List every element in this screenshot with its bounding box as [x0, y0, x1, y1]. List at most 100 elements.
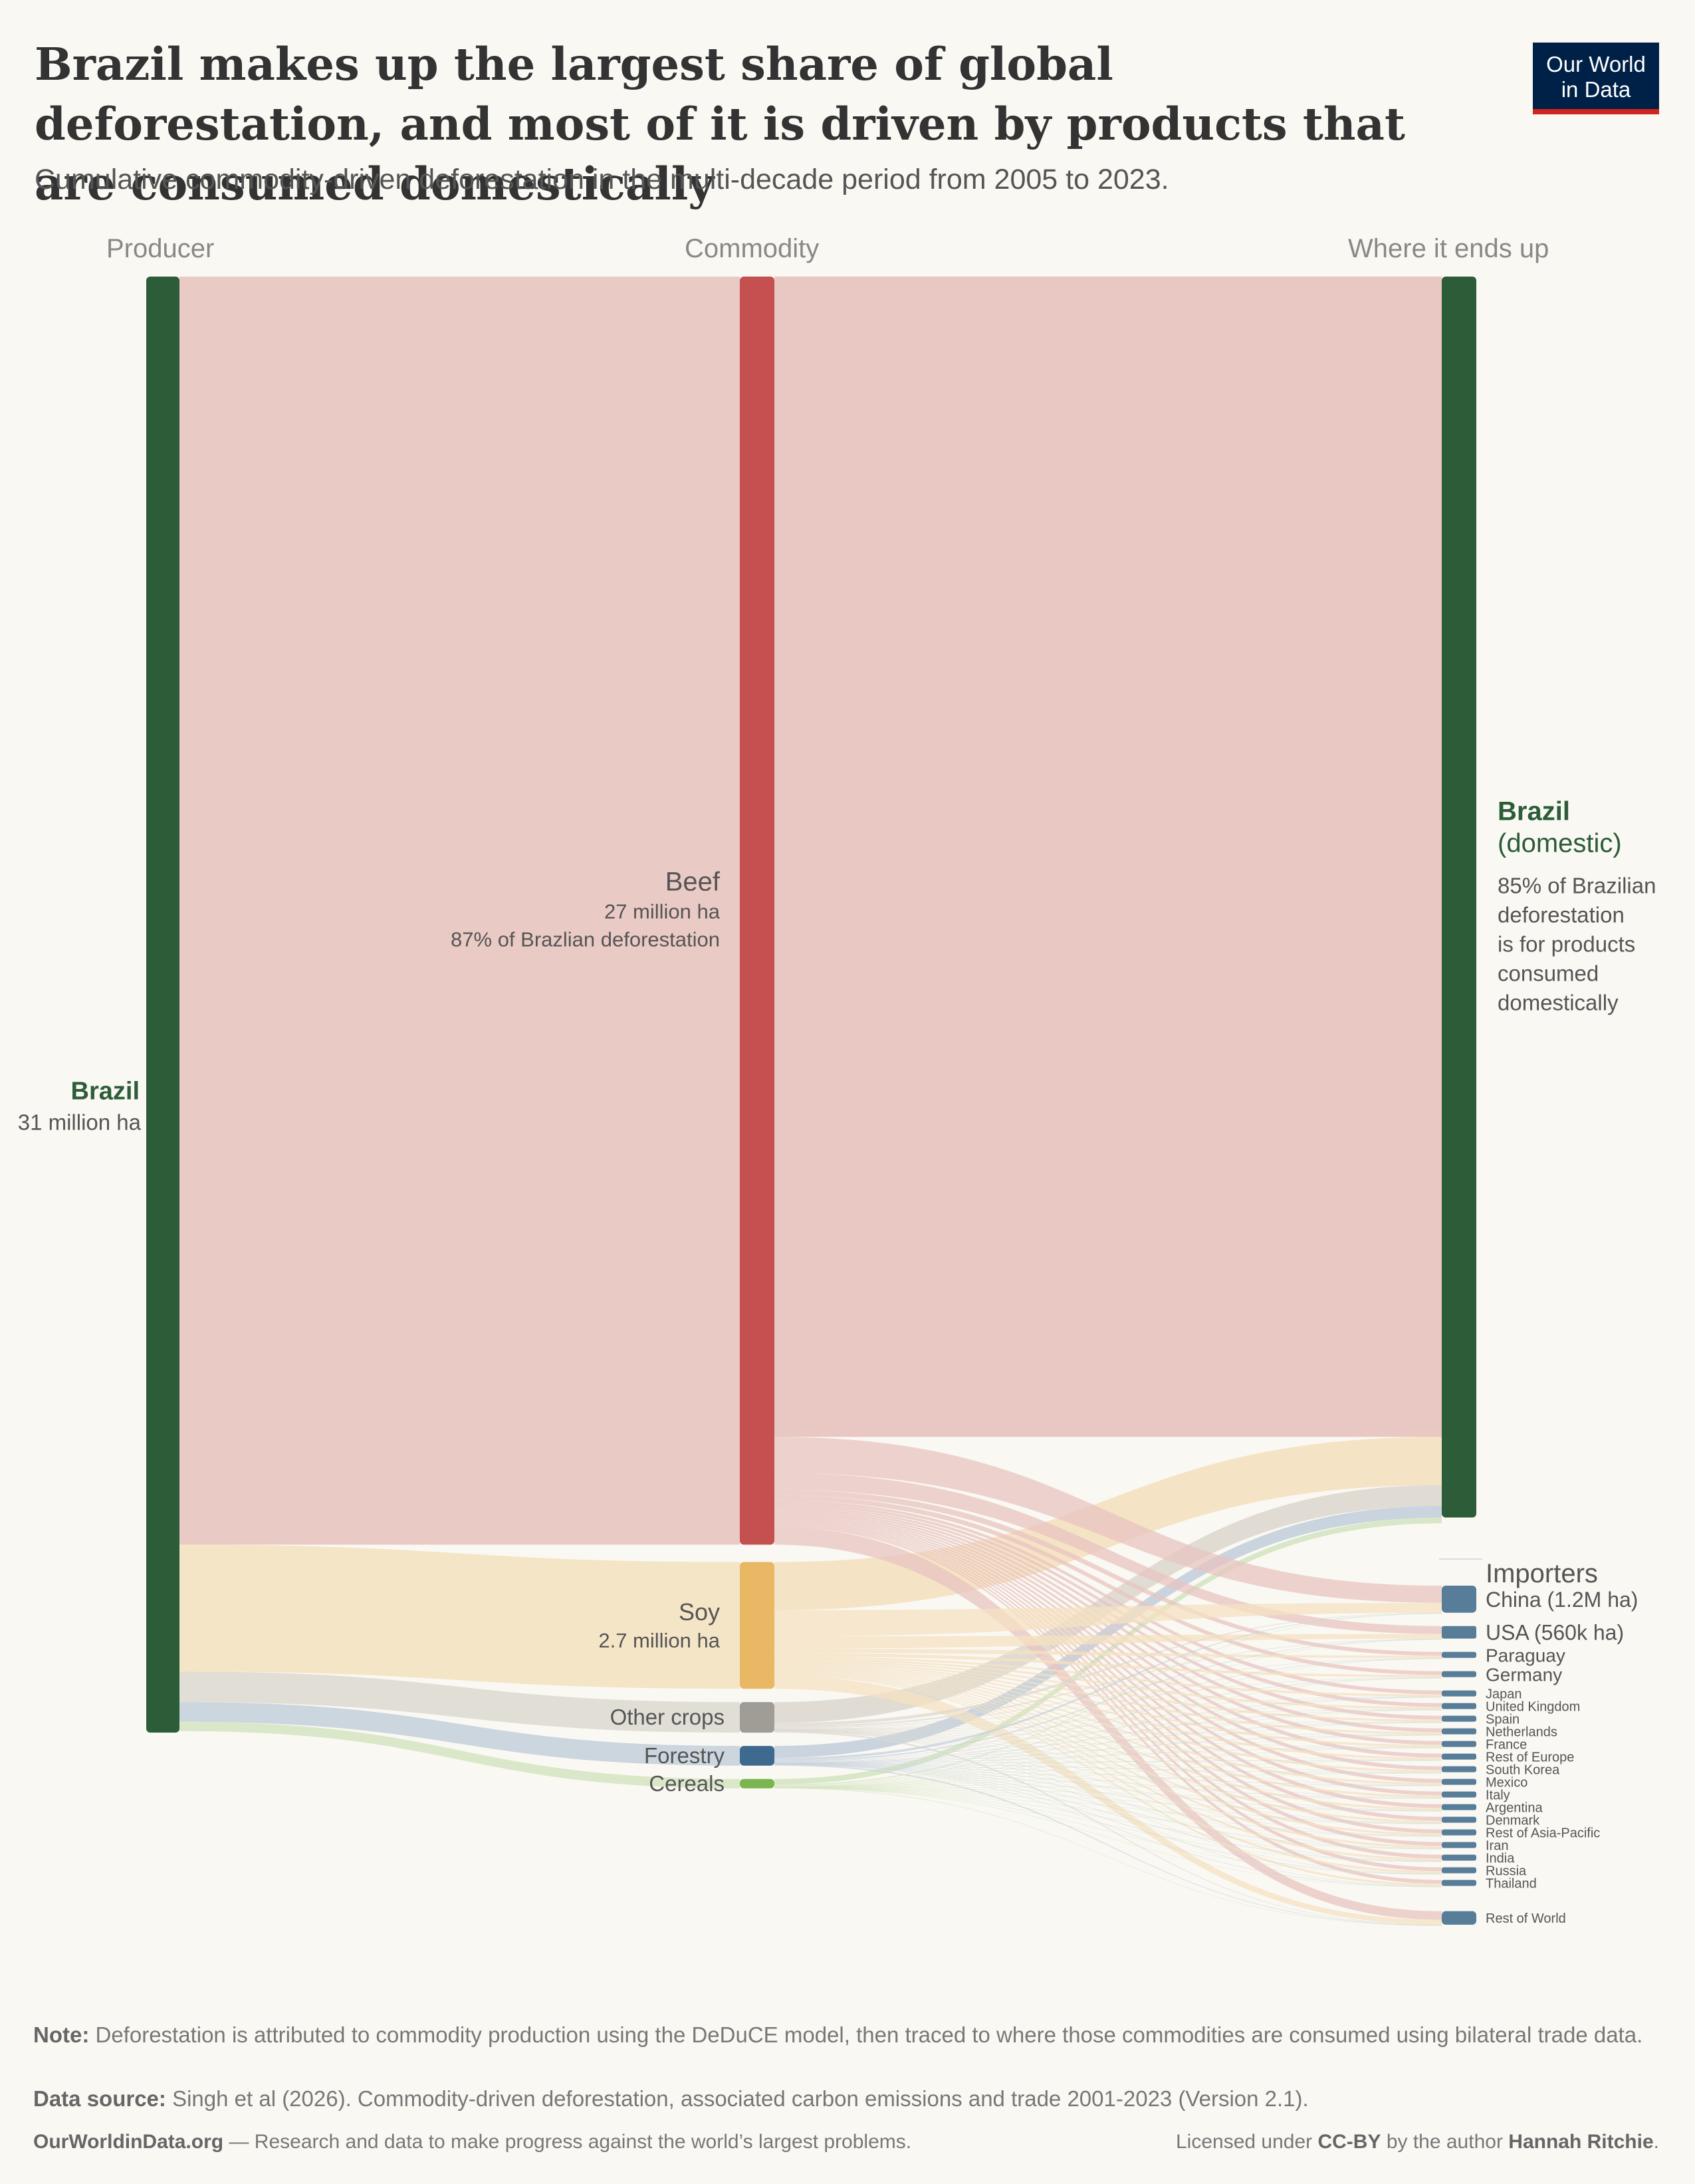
commodity-value-soy: 2.7 million ha: [598, 1629, 720, 1652]
link-cereals-to-germany: [774, 1677, 1442, 1787]
link-soy-to-paraguay: [774, 1648, 1442, 1658]
link-cereals-to-united-kingdom: [774, 1709, 1442, 1788]
link-cereals-to-japan: [774, 1697, 1442, 1788]
chart-title: Brazil makes up the largest share of glo…: [35, 38, 1405, 210]
link-beef-to-usa-560k-ha: [774, 1473, 1442, 1634]
commodity-label-beef: Beef: [665, 868, 721, 897]
importer-label-germany: Germany: [1486, 1664, 1562, 1685]
logo-line-1: Our World: [1546, 52, 1646, 76]
link-forestry-to-rest-of-asia-pacific: [774, 1764, 1442, 1836]
link-other-crops-to-mexico: [774, 1730, 1442, 1786]
importer-label-paraguay: Paraguay: [1486, 1645, 1565, 1665]
link-beef-to-france: [774, 1510, 1442, 1745]
importer-bar-united-kingdom: [1442, 1703, 1476, 1709]
importer-label-usa-560k-ha: USA (560k ha): [1486, 1621, 1624, 1645]
link-soy-to-netherlands: [774, 1661, 1442, 1735]
link-soy-to-united-kingdom: [774, 1658, 1442, 1709]
link-cereals-to-argentina: [774, 1787, 1442, 1812]
link-forestry-to-russia: [774, 1764, 1442, 1874]
link-soy-to-mexico: [774, 1667, 1442, 1785]
link-forestry-to-united-kingdom: [774, 1709, 1442, 1763]
link-cereals-to-china-1-2m-ha: [774, 1613, 1442, 1786]
link-other-crops-to-france: [774, 1729, 1442, 1748]
link-beef-to-argentina: [774, 1518, 1442, 1808]
importer-label-mexico: Mexico: [1486, 1775, 1527, 1790]
link-beef-to-japan: [774, 1500, 1442, 1695]
commodity-bar-cereals: [740, 1778, 774, 1788]
importer-bar-germany: [1442, 1671, 1476, 1677]
importer-bar-rest-of-asia-pacific: [1442, 1829, 1476, 1836]
link-cereals-to-rest-of-europe: [774, 1760, 1442, 1788]
link-forestry-to-france: [774, 1747, 1442, 1764]
importer-bar-rest-of-europe: [1442, 1753, 1476, 1760]
link-other-crops-to-south-korea: [774, 1729, 1442, 1773]
commodity-share-beef: 87% of Brazlian deforestation: [451, 928, 720, 951]
link-forestry-to-italy: [774, 1763, 1442, 1798]
link-other-crops-to-paraguay: [774, 1657, 1442, 1729]
link-soy-to-india: [774, 1673, 1442, 1861]
importer-bar-france: [1442, 1741, 1476, 1747]
link-cereals-to-india: [774, 1787, 1442, 1862]
footer-source: Data source: Singh et al (2026). Commodi…: [33, 2086, 1309, 2112]
tagline: — Research and data to make progress aga…: [229, 2131, 912, 2153]
importers-title: Importers: [1486, 1559, 1598, 1588]
link-brazil-to-beef: [179, 277, 740, 1545]
link-other-crops-to-germany: [774, 1677, 1442, 1729]
link-brazil-to-forestry: [179, 1702, 740, 1766]
link-other-crops-to-spain: [774, 1721, 1442, 1730]
link-forestry-to-paraguay: [774, 1658, 1442, 1762]
importer-bar-russia: [1442, 1867, 1476, 1874]
site-link[interactable]: OurWorldinData.org: [33, 2131, 224, 2153]
link-forestry-to-south-korea: [774, 1763, 1442, 1773]
link-forestry-to-china-1-2m-ha: [774, 1613, 1442, 1760]
link-cereals-to-domestic: [774, 1517, 1442, 1785]
link-soy-to-rest-of-europe: [774, 1665, 1442, 1760]
note-label: Note:: [33, 2022, 90, 2047]
importer-bar-usa-560k-ha: [1442, 1626, 1476, 1639]
link-cereals-to-netherlands: [774, 1735, 1442, 1788]
link-other-crops-to-thailand: [774, 1731, 1442, 1887]
logo-line-2: in Data: [1561, 77, 1631, 102]
importer-label-iran: Iran: [1486, 1838, 1508, 1853]
link-cereals-to-rest-of-asia-pacific: [774, 1787, 1442, 1837]
license-text: Licensed under CC-BY by the author Hanna…: [1176, 2131, 1659, 2153]
link-cereals-to-france: [774, 1747, 1442, 1788]
importer-label-russia: Russia: [1486, 1864, 1527, 1878]
link-beef-to-rest-of-world: [774, 1526, 1442, 1920]
link-soy-to-russia: [774, 1673, 1442, 1874]
link-other-crops-to-argentina: [774, 1730, 1442, 1811]
link-other-crops-to-netherlands: [774, 1729, 1442, 1735]
link-cereals-to-usa-560k-ha: [774, 1639, 1442, 1786]
link-soy-to-japan: [774, 1656, 1442, 1697]
link-beef-to-mexico: [774, 1515, 1442, 1783]
source-text: Singh et al (2026). Commodity-driven def…: [172, 2086, 1309, 2111]
importer-bar-china-1-2m-ha: [1442, 1586, 1476, 1613]
link-other-crops-to-denmark: [774, 1730, 1442, 1824]
importer-label-china-1-2m-ha: China (1.2M ha): [1486, 1588, 1638, 1612]
importer-label-denmark: Denmark: [1486, 1813, 1540, 1828]
link-soy-to-france: [774, 1663, 1442, 1747]
note-text: Deforestation is attributed to commodity…: [95, 2022, 1643, 2047]
domestic-label: Brazil: [1498, 797, 1570, 826]
importer-label-japan: Japan: [1486, 1687, 1522, 1701]
link-cereals-to-denmark: [774, 1787, 1442, 1824]
link-cereals-to-rest-of-world: [774, 1787, 1442, 1926]
importer-bar-mexico: [1442, 1778, 1476, 1785]
commodity-value-beef: 27 million ha: [604, 900, 721, 923]
link-other-crops-to-italy: [774, 1730, 1442, 1798]
link-other-crops-to-united-kingdom: [774, 1709, 1442, 1730]
importer-bar-denmark: [1442, 1816, 1476, 1823]
link-forestry-to-mexico: [774, 1763, 1442, 1786]
link-other-crops-to-china-1-2m-ha: [774, 1612, 1442, 1727]
link-other-crops-to-iran: [774, 1730, 1442, 1849]
link-beef-to-united-kingdom: [774, 1503, 1442, 1707]
owid-logo[interactable]: Our World in Data: [1533, 43, 1659, 114]
producer-value-brazil: 31 million ha: [18, 1110, 142, 1134]
source-label: Data source:: [33, 2086, 166, 2111]
link-beef-to-china-1-2m-ha: [774, 1437, 1442, 1603]
importer-bar-italy: [1442, 1791, 1476, 1798]
license-link[interactable]: CC-BY: [1317, 2131, 1381, 2153]
producer-bar-brazil: [146, 277, 179, 1733]
commodity-label-soy: Soy: [679, 1598, 720, 1626]
author-name: Hannah Ritchie: [1508, 2131, 1654, 2153]
